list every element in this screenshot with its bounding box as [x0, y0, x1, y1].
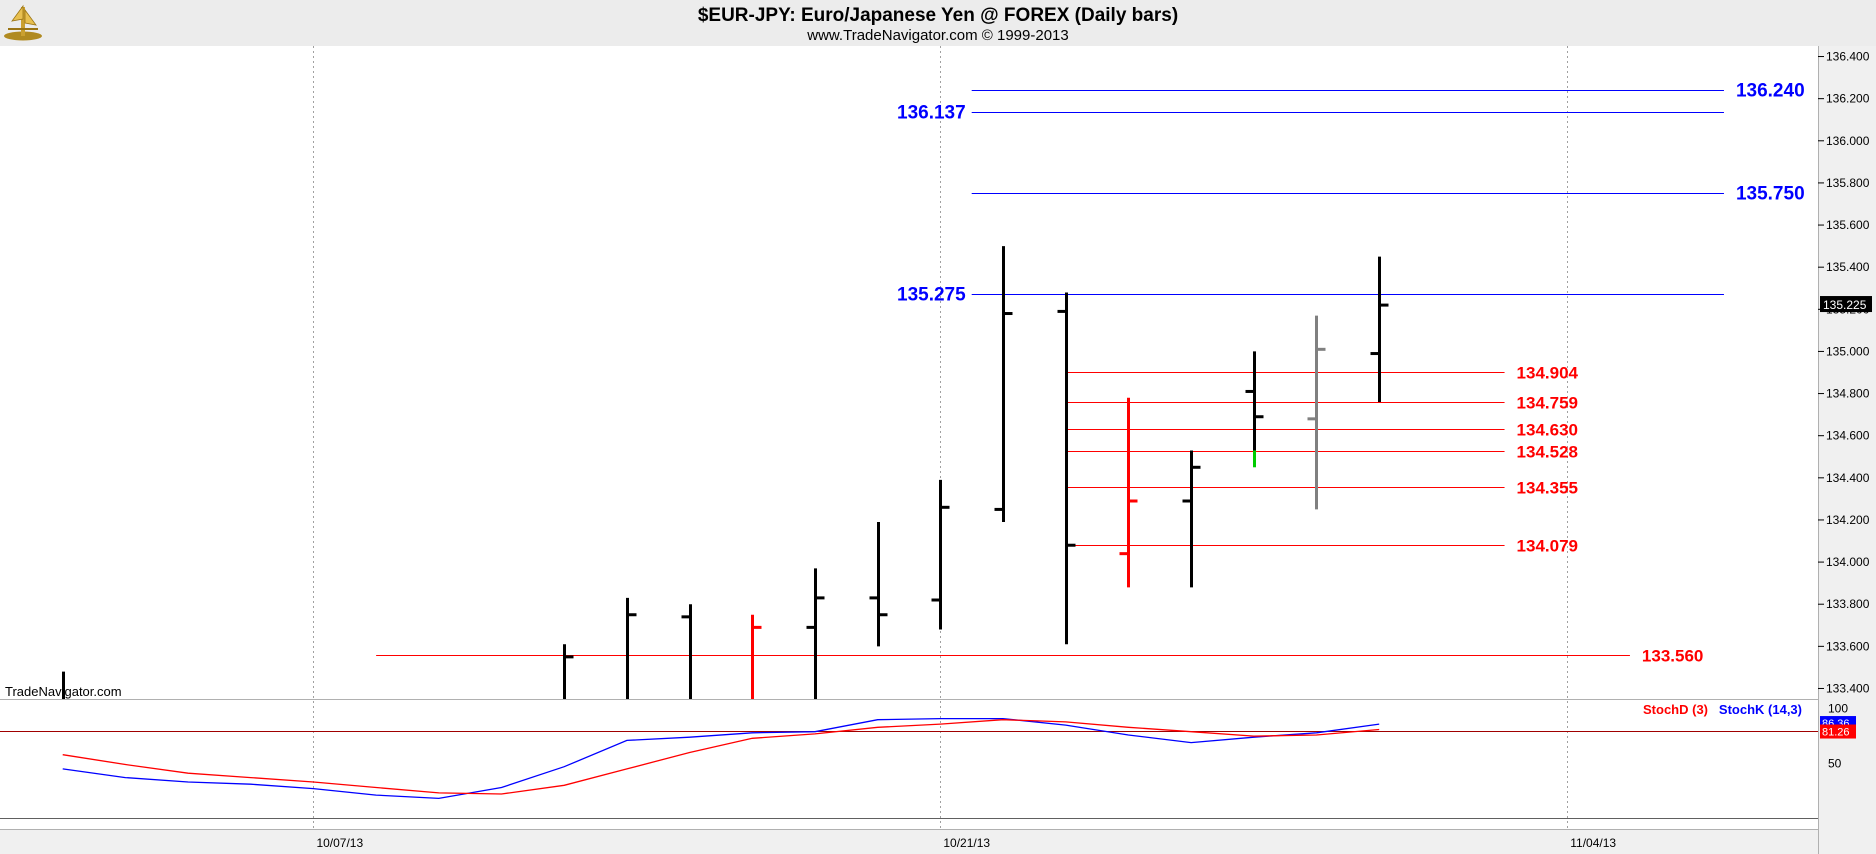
ohlc-bar: [806, 568, 825, 699]
stochd-last-label: 81.26: [1822, 727, 1850, 739]
trade-navigator-logo-icon: [4, 4, 42, 41]
level-label: 134.904: [1517, 364, 1579, 383]
ohlc-bar: [751, 614, 762, 699]
stoch-line: [62, 719, 1380, 795]
ohlc-bar: [1182, 450, 1201, 588]
stochk-legend: StochK (14,3): [1719, 702, 1802, 717]
y-tick-label: 136.400: [1826, 50, 1870, 64]
x-tick-label: 10/07/13: [316, 836, 363, 850]
stochd-legend: StochD (3): [1643, 702, 1708, 717]
ohlc-bar: [681, 604, 692, 699]
level-label: 136.240: [1736, 81, 1805, 102]
y-tick-label: 135.600: [1826, 218, 1870, 232]
price-axis: 133.400 133.600 133.800 134.000 134.200 134.4…: [1818, 50, 1872, 695]
level-label: 133.560: [1642, 647, 1703, 666]
x-tick-label: 11/04/13: [1570, 836, 1616, 850]
stoch-y-tick-label: 50: [1828, 756, 1842, 770]
stoch-line: [62, 717, 1380, 800]
ohlc-bar: [1057, 292, 1076, 645]
y-tick-label: 134.600: [1826, 429, 1870, 443]
chart-title: $EUR-JPY: Euro/Japanese Yen @ FOREX (Dai…: [698, 5, 1178, 26]
watermark: TradeNavigator.com: [5, 684, 122, 699]
level-label: 134.630: [1517, 421, 1578, 440]
y-tick-label: 133.400: [1826, 681, 1870, 695]
date-axis: 10/07/13 10/21/13 11/04/13: [316, 836, 1616, 850]
y-tick-label: 136.000: [1826, 134, 1870, 148]
x-tick-label: 10/21/13: [943, 836, 990, 850]
last-price-box: [1820, 296, 1872, 313]
level-label: 134.528: [1517, 443, 1578, 462]
ohlc-bar: [626, 597, 637, 699]
level-label: 134.759: [1517, 394, 1578, 413]
level-label: 135.275: [897, 285, 966, 306]
stochd-last-box: [1820, 724, 1856, 739]
y-tick-label: 135.400: [1826, 260, 1870, 274]
y-tick-label: 134.200: [1826, 513, 1870, 527]
ohlc-bar: [1245, 351, 1264, 468]
ohlc-bar: [1307, 315, 1326, 510]
y-tick-label: 133.800: [1826, 597, 1870, 611]
ohlc-bar: [869, 522, 888, 647]
last-price-label: 135.225: [1823, 298, 1867, 312]
price-bars: [62, 246, 1389, 699]
level-label: 135.750: [1736, 184, 1805, 205]
y-tick-label: 136.200: [1826, 92, 1870, 106]
y-tick-label: 135.800: [1826, 176, 1870, 190]
ohlc-bar: [1119, 397, 1138, 588]
vertical-gridlines: [313, 46, 1568, 829]
y-tick-label: 134.000: [1826, 555, 1870, 569]
level-label: 136.137: [897, 103, 966, 124]
y-tick-label: 133.600: [1826, 639, 1870, 653]
chart-subtitle: www.TradeNavigator.com © 1999-2013: [806, 27, 1068, 44]
ohlc-bar: [994, 246, 1013, 523]
level-label: 134.079: [1517, 537, 1578, 556]
level-label: 134.355: [1517, 479, 1578, 498]
y-tick-label: 134.800: [1826, 387, 1870, 401]
stoch-y-tick-label: 100: [1828, 702, 1848, 716]
y-tick-label: 135.000: [1826, 344, 1870, 358]
y-tick-label: 134.400: [1826, 471, 1870, 485]
support-resistance-levels: 136.240 136.137 135.750 135.275 134.904 134.7…: [376, 81, 1805, 666]
ohlc-bar: [563, 644, 574, 699]
ohlc-bar: [931, 479, 950, 630]
date-axis-strip: [0, 830, 1818, 854]
ohlc-bar: [1370, 256, 1389, 402]
header-band: [0, 0, 1876, 46]
